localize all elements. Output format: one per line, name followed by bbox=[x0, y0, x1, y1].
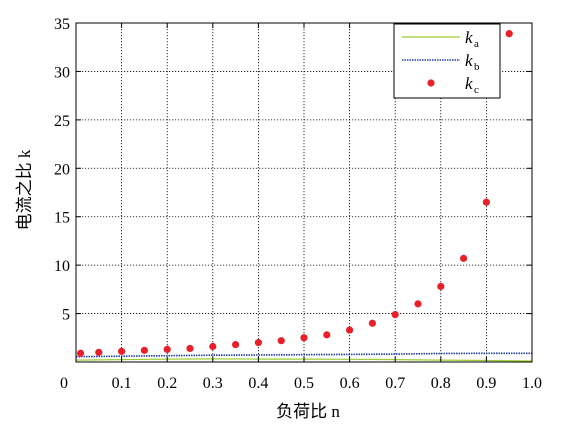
x-tick-label: 0.6 bbox=[340, 375, 360, 392]
y-tick-label: 15 bbox=[54, 210, 70, 227]
series-kc-point bbox=[460, 254, 468, 262]
y-axis-label: 电流之比 k bbox=[15, 149, 34, 230]
y-tick-label: 25 bbox=[54, 113, 70, 130]
x-axis-label: 负荷比 n bbox=[276, 402, 340, 421]
y-tick-label: 20 bbox=[54, 161, 70, 178]
series-kc-point bbox=[163, 345, 171, 354]
y-tick-label: 35 bbox=[54, 16, 70, 33]
series-kc-point bbox=[482, 198, 490, 206]
x-tick-labels: 0 0.1 0.2 0.3 0.4 0.5 0.6 0.7 0.8 0.9 1.0 bbox=[60, 375, 542, 392]
x-tick-label: 0.7 bbox=[385, 375, 405, 392]
y-tick-label: 30 bbox=[54, 64, 70, 81]
series-kb-line bbox=[75, 352, 532, 358]
series-kc-point bbox=[140, 346, 148, 354]
series-kc-point bbox=[118, 347, 126, 355]
series-kc-point bbox=[277, 337, 285, 345]
series-kc-point bbox=[186, 344, 194, 353]
x-tick-label: 0.8 bbox=[431, 375, 451, 392]
series-kc-point bbox=[232, 340, 240, 349]
legend-label-sub-kb: b bbox=[474, 61, 480, 73]
legend-marker-kc bbox=[427, 79, 435, 87]
legend-label-sub-ka: a bbox=[474, 38, 479, 50]
y-tick-labels: 5 10 15 20 25 30 35 bbox=[54, 16, 70, 324]
series-kc-point bbox=[368, 319, 376, 327]
x-tick-label: 0 bbox=[60, 375, 68, 392]
x-tick-label: 1.0 bbox=[522, 375, 542, 392]
y-tick-label: 10 bbox=[54, 258, 70, 275]
y-tick-label: 5 bbox=[62, 307, 70, 324]
series-kc-point bbox=[437, 282, 445, 291]
series-kc-point bbox=[76, 349, 85, 357]
series-kc-point bbox=[95, 348, 103, 356]
legend-label-kc: k bbox=[465, 74, 473, 93]
legend-label-kb: k bbox=[465, 51, 473, 70]
grid-lines bbox=[76, 23, 532, 362]
x-tick-label: 0.5 bbox=[294, 375, 314, 392]
legend-box bbox=[393, 23, 501, 99]
legend-label-sub-kc: c bbox=[474, 84, 479, 96]
x-tick-label: 0.9 bbox=[476, 375, 496, 392]
series-kc-point bbox=[254, 339, 262, 347]
series-kc-point bbox=[300, 334, 308, 342]
series-layer bbox=[75, 30, 533, 362]
series-kc-point bbox=[414, 300, 422, 308]
x-tick-label: 0.1 bbox=[112, 375, 132, 392]
series-kc-point bbox=[209, 342, 217, 351]
legend: k ak bk c bbox=[393, 23, 501, 99]
plot-frame bbox=[75, 22, 533, 363]
x-tick-label: 0.2 bbox=[157, 375, 177, 392]
series-kc-point bbox=[505, 30, 513, 38]
series-kc-point bbox=[346, 326, 354, 334]
legend-label-ka: k bbox=[465, 28, 473, 47]
series-kc-point bbox=[323, 331, 331, 339]
series-kc-point bbox=[391, 310, 399, 319]
x-tick-label: 0.4 bbox=[248, 375, 268, 392]
x-tick-label: 0.3 bbox=[203, 375, 223, 392]
